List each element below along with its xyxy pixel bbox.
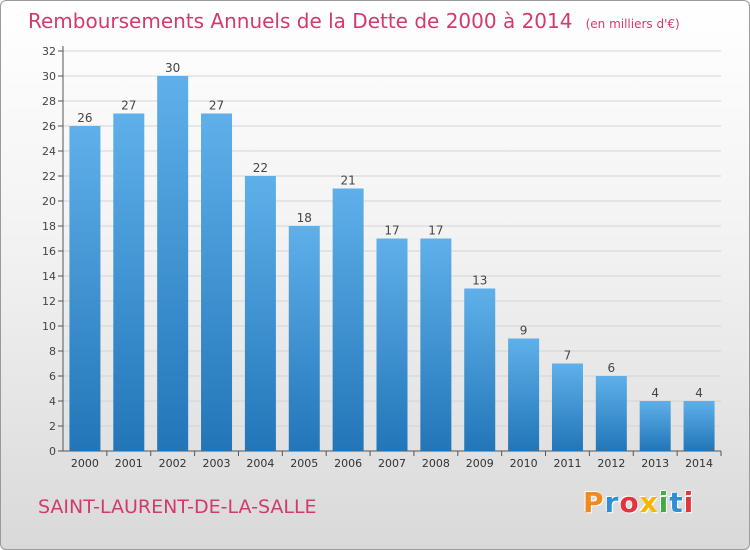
x-tick-label: 2012: [597, 457, 625, 470]
data-label: 22: [253, 161, 268, 175]
data-label: 7: [564, 349, 572, 363]
data-label: 27: [121, 99, 136, 113]
y-tick-label: 14: [42, 270, 56, 283]
brand-letter: P: [583, 486, 605, 519]
y-tick-label: 16: [42, 245, 56, 258]
data-label: 13: [472, 274, 487, 288]
x-tick-label: 2003: [203, 457, 231, 470]
y-tick-label: 20: [42, 195, 56, 208]
x-tick-label: 2013: [641, 457, 669, 470]
y-tick-label: 8: [49, 345, 56, 358]
x-tick-label: 2006: [334, 457, 362, 470]
bar-2009: [464, 288, 496, 451]
bar-2007: [376, 238, 408, 451]
x-tick-label: 2004: [246, 457, 274, 470]
data-label: 4: [651, 386, 659, 400]
x-tick-label: 2014: [685, 457, 713, 470]
bar-2012: [595, 376, 627, 451]
x-tick-label: 2009: [466, 457, 494, 470]
chart-title: Remboursements Annuels de la Dette de 20…: [28, 9, 573, 33]
y-tick-label: 10: [42, 320, 56, 333]
y-tick-label: 0: [49, 445, 56, 458]
data-label: 6: [608, 361, 616, 375]
y-tick-label: 2: [49, 420, 56, 433]
bar-2001: [113, 113, 145, 451]
data-label: 26: [77, 111, 92, 125]
bars: [69, 76, 715, 451]
bar-2014: [683, 401, 715, 451]
y-tick-label: 32: [42, 45, 56, 58]
y-tick-label: 4: [49, 395, 56, 408]
x-tick-label: 2005: [290, 457, 318, 470]
data-label: 27: [209, 99, 224, 113]
bar-2011: [551, 363, 583, 451]
y-tick-label: 24: [42, 145, 56, 158]
brand-letter: r: [604, 486, 620, 519]
commune-name: SAINT-LAURENT-DE-LA-SALLE: [38, 496, 317, 518]
chart-unit: (en milliers d'€): [585, 17, 680, 31]
data-label: 4: [695, 386, 703, 400]
title-line: Remboursements Annuels de la Dette de 20…: [28, 9, 680, 33]
data-label: 17: [428, 224, 443, 238]
x-tick-label: 2011: [553, 457, 581, 470]
bar-2004: [244, 176, 276, 451]
data-labels: 26 27 30 27 22 18 21 17 17 13 9 7 6 4 4: [77, 61, 703, 400]
data-label: 21: [340, 174, 355, 188]
y-tick-label: 30: [42, 70, 56, 83]
data-label: 30: [165, 61, 180, 75]
brand-logo: Proxiti: [583, 486, 694, 519]
bar-2003: [201, 113, 233, 451]
data-label: 9: [520, 324, 528, 338]
y-tick-label: 26: [42, 120, 56, 133]
y-tick-label: 18: [42, 220, 56, 233]
x-tick-label: 2008: [422, 457, 450, 470]
brand-letter: o: [619, 486, 640, 519]
data-label: 17: [384, 224, 399, 238]
bar-2008: [420, 238, 452, 451]
bar-2000: [69, 126, 101, 451]
bar-2006: [332, 188, 364, 451]
brand-letter: t: [669, 486, 684, 519]
y-tick-label: 12: [42, 295, 56, 308]
brand-letter: x: [639, 486, 659, 519]
y-tick-label: 28: [42, 95, 56, 108]
x-tick-label: 2010: [510, 457, 538, 470]
y-tick-label: 22: [42, 170, 56, 183]
x-tick-label: 2007: [378, 457, 406, 470]
x-tick-label: 2000: [71, 457, 99, 470]
bar-2010: [508, 338, 540, 451]
x-tick-label: 2001: [115, 457, 143, 470]
brand-letter: i: [683, 486, 695, 519]
brand-letter: i: [658, 486, 670, 519]
y-tick-label: 6: [49, 370, 56, 383]
bar-2002: [157, 76, 189, 451]
bar-2013: [639, 401, 671, 451]
bar-2005: [288, 226, 320, 451]
x-tick-label: 2002: [159, 457, 187, 470]
data-label: 18: [297, 211, 312, 225]
